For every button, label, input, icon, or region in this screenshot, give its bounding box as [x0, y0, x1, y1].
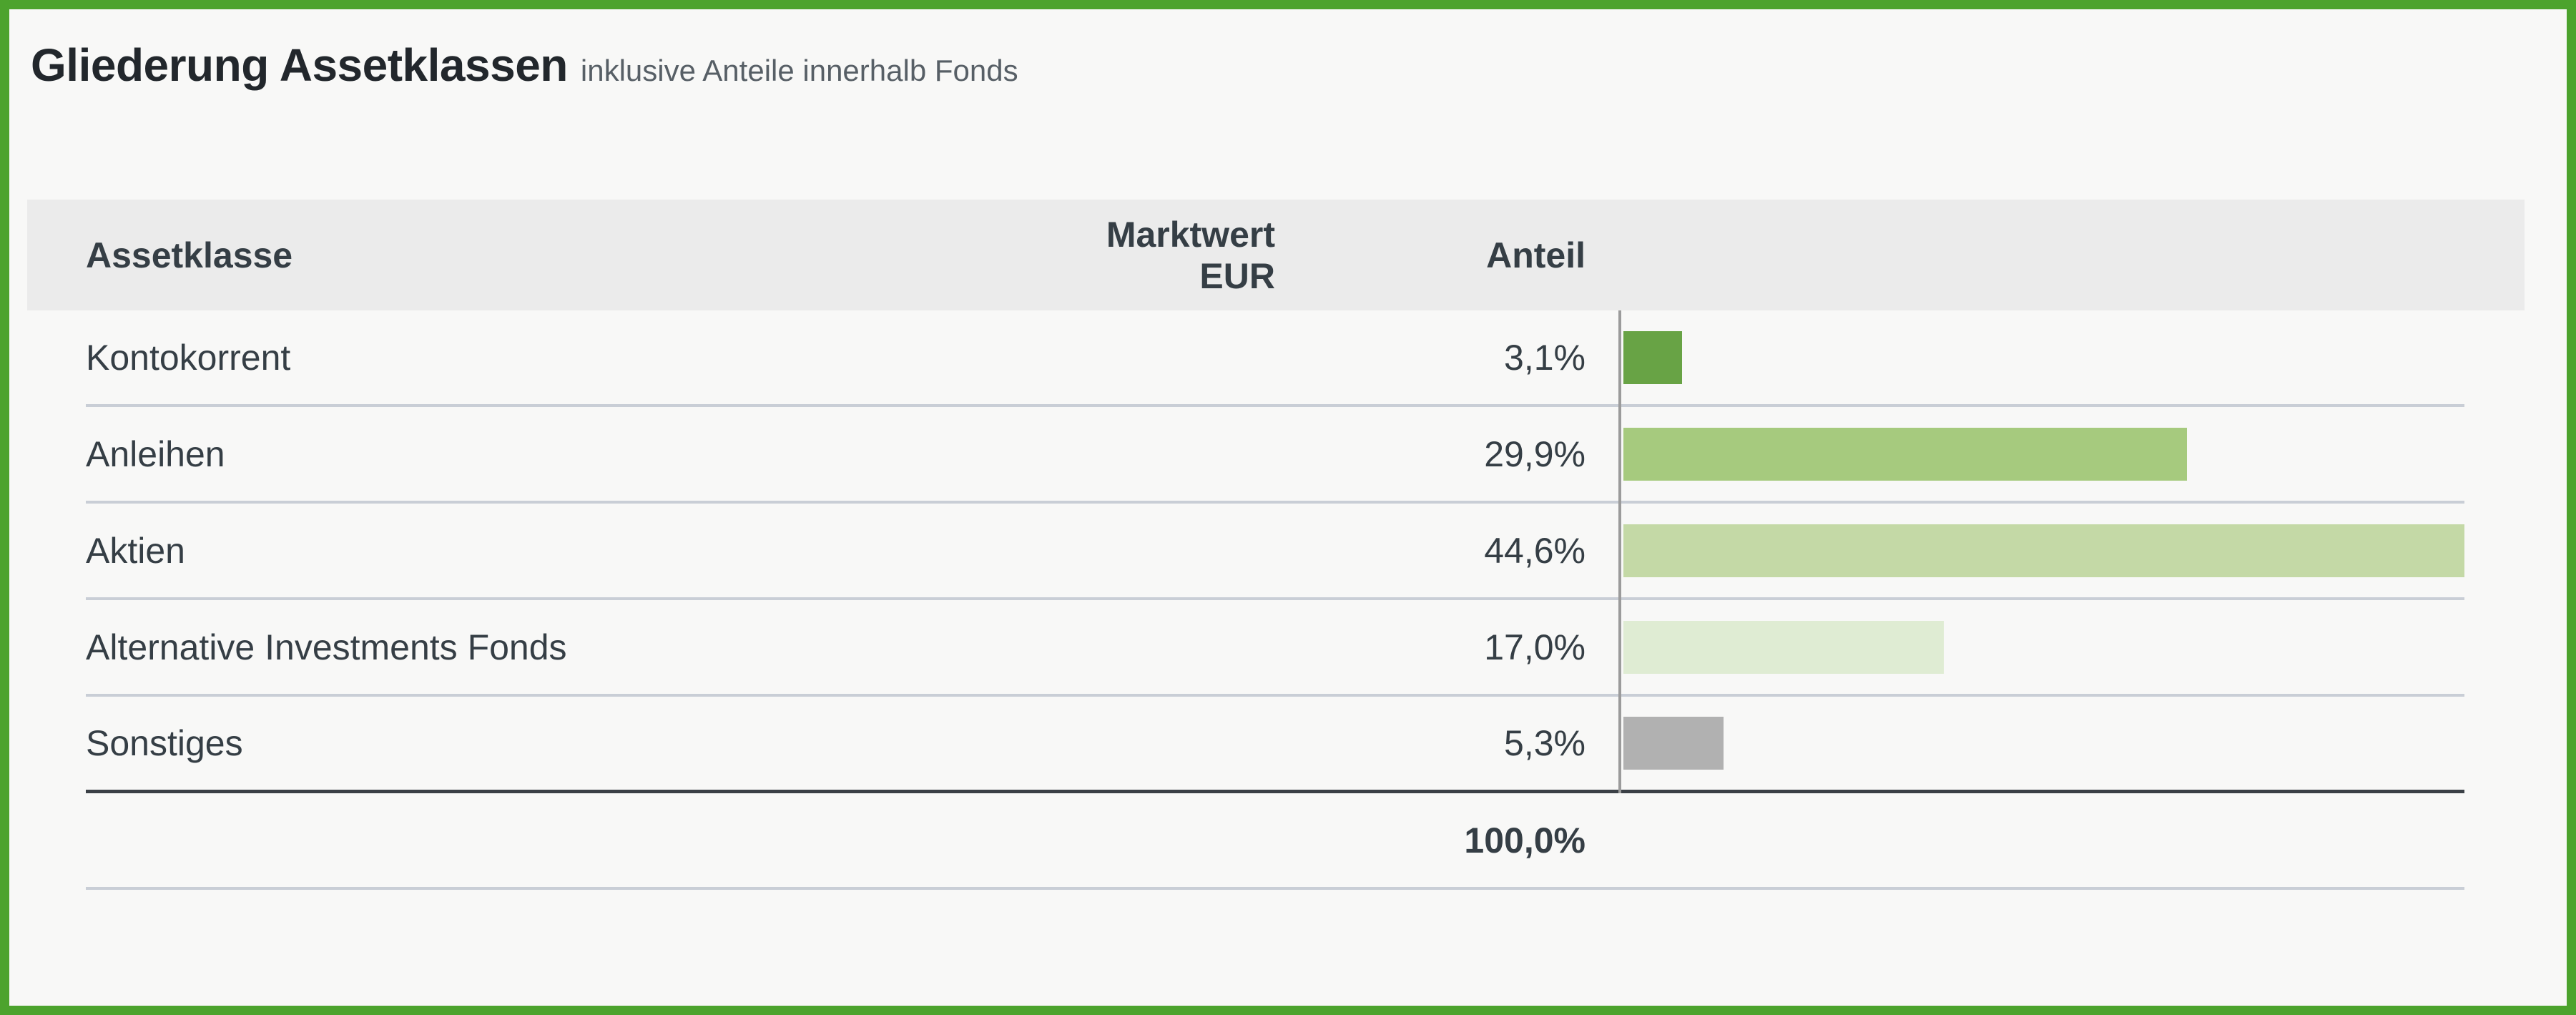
assetklasse-label: Kontokorrent	[86, 337, 291, 378]
bar-cell	[1586, 407, 2464, 501]
column-header-marktwert: Marktwert EUR	[1106, 214, 1275, 296]
table-row: Sonstiges 5,3%	[86, 697, 2464, 793]
total-anteil-value: 100,0%	[1464, 820, 1586, 860]
table-row: Kontokorrent 3,1%	[86, 310, 2464, 407]
anteil-bar	[1623, 330, 1682, 384]
assetklasse-label: Aktien	[86, 530, 185, 571]
assetklassen-table: Assetklasse Marktwert EUR Anteil Kontoko…	[27, 200, 2525, 890]
column-header-assetklasse: Assetklasse	[86, 235, 293, 275]
column-header-anteil: Anteil	[1486, 235, 1586, 275]
page-subtitle: inklusive Anteile innerhalb Fonds	[580, 54, 1018, 87]
anteil-value: 3,1%	[1504, 337, 1586, 378]
anteil-bar	[1623, 717, 1724, 770]
anteil-bar	[1623, 524, 2464, 577]
anteil-value: 5,3%	[1504, 723, 1586, 763]
bar-cell	[1586, 697, 2464, 790]
panel-header: Gliederung Assetklassen inklusive Anteile…	[9, 9, 2567, 200]
anteil-value: 17,0%	[1484, 627, 1586, 667]
table-row: Anleihen 29,9%	[86, 407, 2464, 504]
page-title: Gliederung Assetklassen	[31, 39, 568, 91]
table-body: Kontokorrent 3,1% Anleihen 29,9% Aktien 44,6%…	[86, 310, 2464, 890]
table-row: Aktien 44,6%	[86, 504, 2464, 600]
assetklasse-label: Alternative Investments Fonds	[86, 627, 567, 667]
anteil-value: 44,6%	[1484, 530, 1586, 571]
assetklasse-label: Anleihen	[86, 433, 225, 474]
bar-cell	[1586, 310, 2464, 404]
table-row: Alternative Investments Fonds 17,0%	[86, 600, 2464, 697]
assetklasse-label: Sonstiges	[86, 723, 243, 763]
anteil-bar	[1623, 427, 2187, 481]
anteil-bar	[1623, 620, 1944, 674]
bar-chart-axis-line	[1618, 310, 1621, 793]
anteil-value: 29,9%	[1484, 433, 1586, 474]
table-total-row: 100,0%	[86, 793, 2464, 890]
table-header-row: Assetklasse Marktwert EUR Anteil	[27, 200, 2525, 310]
bar-cell	[1586, 600, 2464, 694]
bar-cell	[1586, 504, 2464, 597]
